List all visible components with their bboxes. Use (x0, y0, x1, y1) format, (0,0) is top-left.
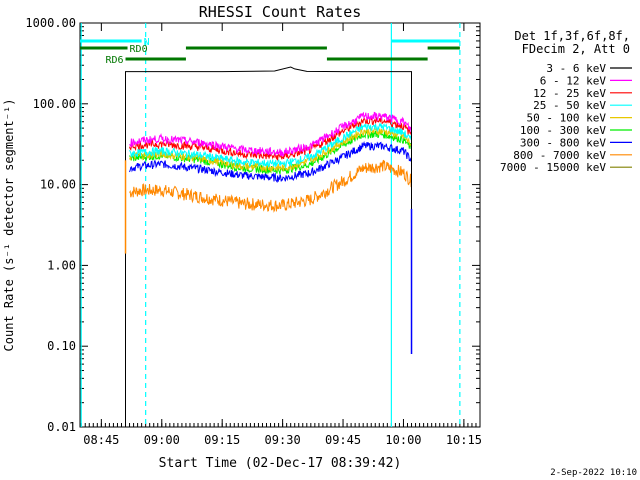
series-line (129, 111, 412, 158)
vertical-markers (80, 23, 461, 427)
legend-entry-label: 25 - 50 keV (533, 99, 606, 112)
y-axis-label: Count Rate (s⁻¹ detector segment⁻¹) (2, 99, 16, 352)
y-tick-label: 1000.00 (25, 16, 76, 30)
y-tick-label: 100.00 (33, 97, 76, 111)
x-tick-label: 08:45 (83, 433, 119, 447)
legend-entry-label: 6 - 12 keV (540, 74, 607, 87)
legend-entry-label: 800 - 7000 keV (513, 149, 606, 162)
x-tick-label: 10:15 (446, 433, 482, 447)
legend-entry-label: 7000 - 15000 keV (500, 161, 606, 174)
series-line (129, 159, 412, 213)
x-tick-label: 09:00 (144, 433, 180, 447)
legend-entry-label: 300 - 800 keV (520, 136, 606, 149)
series-line (129, 140, 412, 184)
plot-frame (79, 22, 481, 428)
x-tick-label: 09:45 (325, 433, 361, 447)
y-tick-label: 10.00 (40, 178, 76, 192)
footer-timestamp: 2-Sep-2022 10:10 (550, 468, 637, 478)
legend-entry-label: 12 - 25 keV (533, 87, 606, 100)
legend: Det 1f,3f,6f,8f, FDecim 2, Att 0 3 - 6 k… (500, 29, 632, 174)
series-lines (124, 66, 413, 427)
x-axis: 08:45 09:00 09:15 09:30 09:45 10:00 10:15 (80, 23, 482, 447)
y-tick-label: 1.00 (47, 258, 76, 272)
x-axis-label: Start Time (02-Dec-17 08:39:42) (159, 456, 402, 471)
x-tick-label: 09:30 (265, 433, 301, 447)
y-tick-label: 0.01 (47, 420, 76, 434)
series-line (125, 66, 412, 427)
y-tick-label: 0.10 (47, 339, 76, 353)
x-tick-label: 10:00 (385, 433, 421, 447)
legend-entry-label: 50 - 100 keV (527, 112, 607, 125)
legend-entry-label: 100 - 300 keV (520, 124, 606, 137)
chart-title: RHESSI Count Rates (199, 3, 362, 21)
series-line (129, 115, 412, 161)
state-bar-label: N (144, 37, 150, 48)
legend-header-line-2: FDecim 2, Att 0 (522, 42, 630, 56)
state-bar-label: RD0 (130, 44, 148, 55)
legend-entry-label: 3 - 6 keV (546, 62, 606, 75)
state-bars: RD0 RD6 N (80, 37, 460, 66)
series-line (129, 123, 412, 169)
x-tick-label: 09:15 (204, 433, 240, 447)
state-bar-label: RD6 (105, 55, 123, 66)
y-axis: 1000.00 100.00 10.00 1.00 0.10 0.01 (25, 16, 480, 434)
legend-header-line-1: Det 1f,3f,6f,8f, (514, 29, 630, 43)
